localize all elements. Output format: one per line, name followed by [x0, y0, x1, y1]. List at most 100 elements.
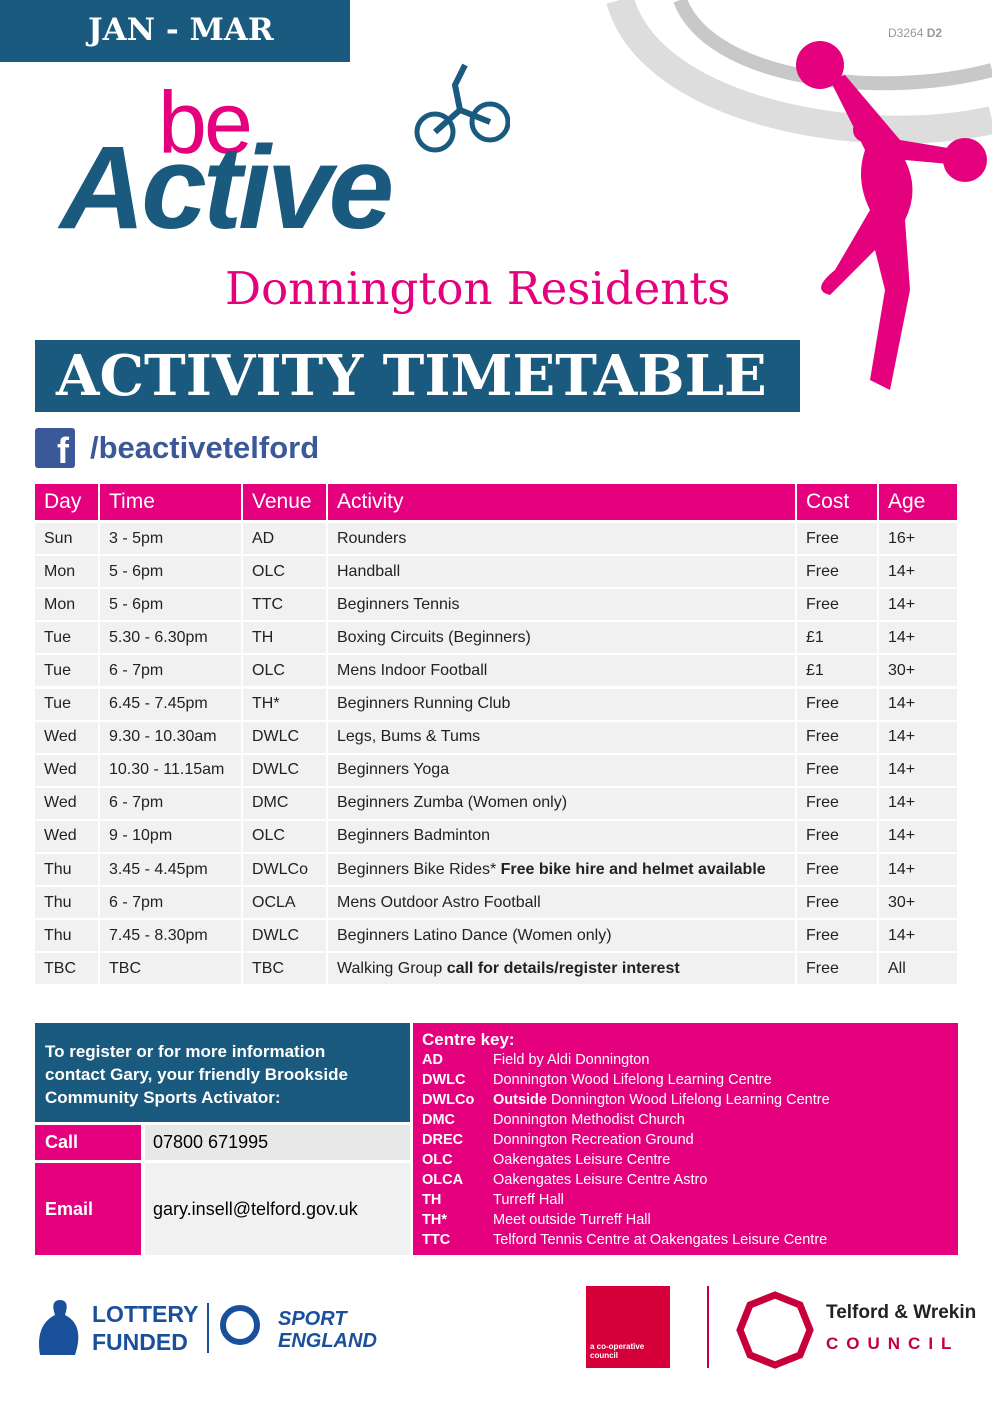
table-cell: 14+ — [879, 920, 957, 952]
table-cell: 16+ — [879, 523, 957, 554]
key-name: Turreff Hall — [493, 1192, 564, 1208]
venue: OLC — [252, 562, 285, 580]
table-cell: Sun — [35, 523, 98, 554]
venue: DWLCo — [252, 860, 309, 878]
cost: Free — [806, 959, 839, 977]
time: TBC — [109, 959, 141, 977]
table-cell: Beginners Bike Rides* Free bike hire and… — [328, 854, 795, 885]
key-code: TTC — [422, 1232, 451, 1248]
key-code: TH — [422, 1192, 442, 1208]
activity: Boxing Circuits (Beginners) — [337, 628, 531, 646]
code: D3264 — [888, 26, 924, 40]
table-cell: 6 - 7pm — [100, 655, 241, 687]
table-cell: DMC — [243, 787, 326, 819]
key-code: DREC — [422, 1132, 464, 1148]
day: Tue — [44, 695, 71, 712]
table-cell: Boxing Circuits (Beginners) — [328, 622, 795, 654]
table-cell: OLC — [243, 655, 326, 687]
venue: DWLC — [252, 728, 300, 746]
table-cell: 14+ — [879, 688, 957, 720]
key-name: Meet outside Turreff Hall — [493, 1212, 651, 1228]
table-cell: 3.45 - 4.45pm — [100, 854, 241, 885]
age: All — [888, 959, 906, 977]
table-cell: Mon — [35, 589, 98, 621]
cheerleader — [796, 41, 987, 390]
key-name: Donnington Wood Lifelong Learning Centre — [493, 1072, 772, 1088]
table-cell: Free — [797, 523, 877, 554]
council-sub: COUNCIL — [826, 1334, 960, 1353]
table-cell: 30+ — [879, 655, 957, 687]
table-cell: Beginners Running Club — [328, 688, 795, 720]
cost: Free — [806, 529, 839, 547]
time: 3.45 - 4.45pm — [109, 860, 208, 878]
coop-text: a co-operative council — [590, 1342, 645, 1360]
table-cell: £1 — [797, 622, 877, 654]
table-cell: £1 — [797, 655, 877, 687]
table-cell: 6.45 - 7.45pm — [100, 688, 241, 720]
centre-key-box — [413, 1023, 958, 1255]
key-entry: Meet outside Turreff Hall — [493, 1212, 651, 1228]
table-cell: Legs, Bums & Tums — [328, 721, 795, 753]
table-cell: 5 - 6pm — [100, 556, 241, 588]
council-name: Telford & Wrekin — [826, 1302, 977, 1323]
day: Thu — [44, 893, 72, 911]
venue: DWLC — [252, 761, 300, 779]
activity: Beginners Yoga — [337, 761, 450, 779]
key-entry: Oakengates Leisure Centre — [493, 1152, 670, 1168]
column-header: Activity — [328, 484, 795, 520]
key-name: Donnington Wood Lifelong Learning Centre — [551, 1092, 830, 1108]
table-cell: 30+ — [879, 887, 957, 919]
title: ACTIVITY TIMETABLE — [56, 343, 767, 409]
activity: Mens Indoor Football — [337, 661, 488, 679]
cost: Free — [806, 595, 839, 613]
age: 14+ — [888, 595, 916, 613]
cost: Free — [806, 893, 839, 911]
activity: Legs, Bums & Tums — [337, 728, 481, 746]
table-cell: Beginners Zumba (Women only) — [328, 787, 795, 819]
table-cell: AD — [243, 523, 326, 554]
divider — [707, 1286, 709, 1368]
table-cell: 6 - 7pm — [100, 787, 241, 819]
activity: Mens Outdoor Astro Football — [337, 893, 541, 911]
table-cell: 10.30 - 11.15am — [100, 754, 241, 786]
table-cell: Beginners Latino Dance (Women only) — [328, 920, 795, 952]
bike-icon — [414, 63, 510, 153]
key-entry: Field by Aldi Donnington — [493, 1052, 649, 1068]
venue: TH* — [252, 695, 280, 712]
age: 16+ — [888, 529, 916, 547]
age: 14+ — [888, 827, 916, 845]
time: 10.30 - 11.15am — [109, 761, 225, 779]
column-header: Age — [879, 484, 957, 520]
table-cell: Handball — [328, 556, 795, 588]
activity: Rounders — [337, 529, 407, 547]
key-code: DWLC — [422, 1072, 466, 1088]
table-cell: TBC — [243, 953, 326, 985]
table-cell: Free — [797, 820, 877, 852]
table-cell: Free — [797, 787, 877, 819]
logo-be: be — [158, 73, 253, 172]
age: 30+ — [888, 661, 916, 679]
table-cell: Mon — [35, 556, 98, 588]
table-cell: DWLC — [243, 754, 326, 786]
activity: Beginners Badminton — [337, 827, 490, 845]
activity: Walking Group — [337, 959, 443, 977]
day: Thu — [44, 860, 72, 878]
table-cell: 14+ — [879, 820, 957, 852]
table-cell: Free — [797, 854, 877, 885]
key-code: OLCA — [422, 1172, 464, 1188]
key-name: Field by Aldi Donnington — [493, 1052, 650, 1068]
key-entry: Donnington Methodist Church — [493, 1112, 685, 1128]
activity: Beginners Running Club — [337, 695, 511, 712]
table-cell: 14+ — [879, 787, 957, 819]
day: Wed — [44, 794, 77, 812]
table-cell: DWLCo — [243, 854, 326, 885]
table-cell: 6 - 7pm — [100, 887, 241, 919]
cost: £1 — [806, 628, 824, 646]
table-cell: 14+ — [879, 556, 957, 588]
column-header: Day — [35, 484, 98, 520]
table-cell: 9 - 10pm — [100, 820, 241, 852]
cost: Free — [806, 794, 839, 812]
call-label: Call — [35, 1125, 141, 1160]
table-cell: Tue — [35, 688, 98, 720]
email-address[interactable]: gary.insell@telford.gov.uk — [145, 1163, 410, 1255]
